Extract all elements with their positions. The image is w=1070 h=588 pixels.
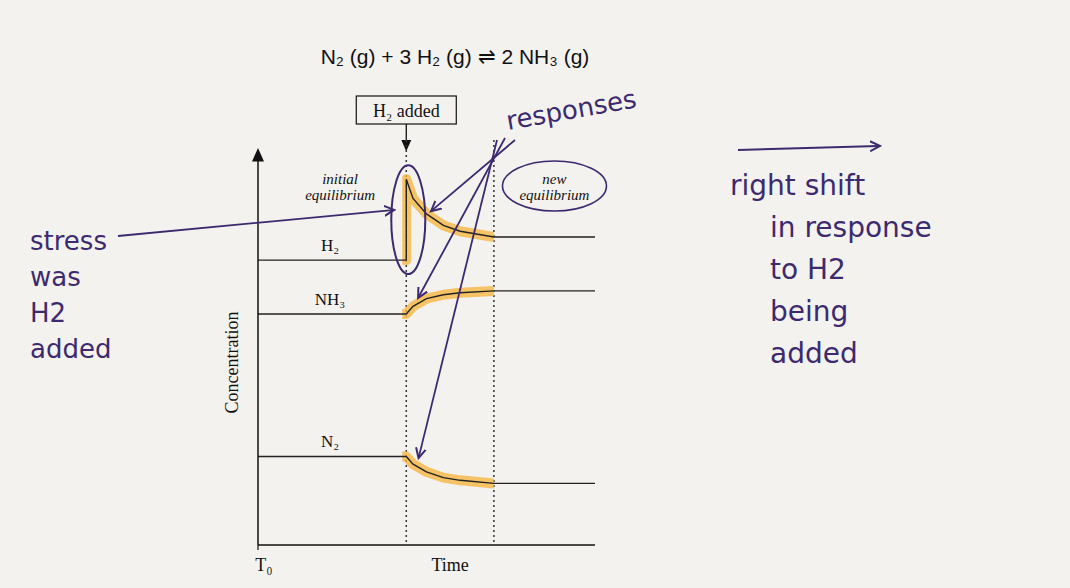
series-label: NH₃ — [315, 290, 346, 309]
highlight — [402, 179, 494, 260]
event-label: H₂ added — [373, 101, 440, 121]
shift-arrow — [738, 146, 878, 150]
stress-note: stress — [30, 226, 107, 256]
event-arrow — [406, 124, 407, 146]
responses-note: responses — [504, 84, 639, 136]
stress-pointer — [118, 210, 392, 236]
new-circle — [502, 161, 606, 211]
highlight — [402, 291, 494, 314]
series-line — [258, 291, 595, 314]
shift-note: added — [770, 337, 858, 370]
stress-note: added — [30, 334, 111, 364]
highlights — [402, 179, 494, 483]
plot-area — [258, 179, 595, 483]
initial-label: equilibrium — [305, 187, 375, 203]
new-label: equilibrium — [519, 187, 589, 203]
y-axis — [257, 154, 259, 545]
response-arrow — [419, 140, 497, 456]
response-arrow — [433, 140, 516, 210]
series-line — [258, 456, 595, 483]
title: N₂ (g) + 3 H₂ (g) ⇌ 2 NH₃ (g) — [321, 45, 590, 68]
initial-label: initial — [322, 171, 358, 187]
series-label: H₂ — [321, 236, 339, 255]
x-tick-label: T₀ — [255, 555, 272, 575]
series-line — [258, 179, 595, 260]
y-label: Concentration — [222, 312, 242, 414]
highlight — [402, 456, 494, 483]
x-label: Time — [431, 555, 468, 575]
stress-note: was — [30, 262, 81, 292]
series-label: N₂ — [321, 432, 339, 451]
shift-note: right shift — [730, 169, 865, 202]
stress-note: H2 — [30, 298, 66, 328]
x-axis — [258, 544, 595, 546]
spike-circle — [391, 165, 425, 274]
x-tick — [257, 545, 258, 550]
chart: N₂ (g) + 3 H₂ (g) ⇌ 2 NH₃ (g) H₂ added H₂ N… — [0, 0, 1070, 588]
new-label: new — [542, 171, 566, 187]
shift-note: to H2 — [770, 253, 846, 286]
shift-note: in response — [770, 211, 932, 244]
event-box — [356, 96, 456, 124]
shift-note: being — [770, 295, 848, 328]
